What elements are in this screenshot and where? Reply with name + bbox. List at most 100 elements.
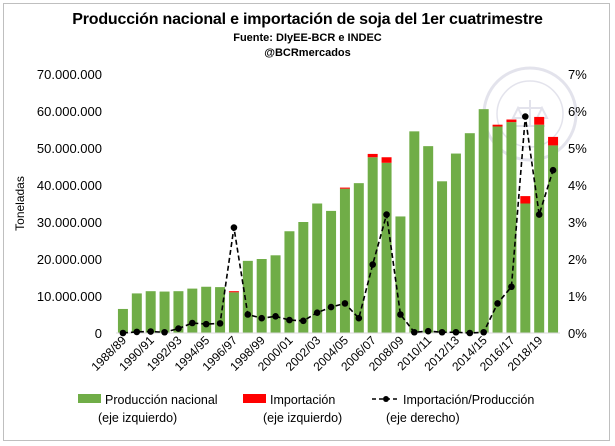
- y-left-tick-label: 30.000.000: [37, 215, 102, 230]
- import-bar: [339, 187, 350, 189]
- y-axis-title: Toneladas: [13, 176, 27, 231]
- y-right-tick-label: 1%: [568, 289, 587, 304]
- legend-production-label: Producción nacional: [105, 393, 218, 407]
- y-left-tick-label: 50.000.000: [37, 141, 102, 156]
- import-bar: [534, 116, 545, 125]
- production-bar: [478, 109, 489, 334]
- y-left-tick-label: 20.000.000: [37, 252, 102, 267]
- production-bar: [159, 291, 170, 333]
- import-bar: [492, 124, 503, 127]
- y-right-tick-label: 5%: [568, 141, 587, 156]
- production-bar: [506, 122, 517, 333]
- chart-title: Producción nacional e importación de soj…: [72, 11, 543, 28]
- y-right-tick-label: 4%: [568, 178, 587, 193]
- ratio-point: [535, 211, 543, 218]
- import-bar: [381, 157, 392, 163]
- ratio-point: [452, 328, 460, 336]
- ratio-point: [119, 329, 127, 337]
- y-right-tick-label: 2%: [568, 252, 587, 267]
- production-bar: [464, 133, 475, 333]
- production-bar: [187, 288, 198, 333]
- ratio-point: [466, 329, 474, 337]
- ratio-point: [494, 300, 501, 307]
- production-bar: [145, 291, 156, 333]
- ratio-point: [244, 311, 252, 318]
- production-bar: [423, 146, 434, 333]
- ratio-point: [522, 113, 529, 120]
- import-bar: [548, 136, 559, 146]
- production-bar: [173, 291, 184, 333]
- production-bar: [520, 203, 531, 333]
- y-right-tick-label: 6%: [568, 104, 587, 119]
- production-bar: [312, 203, 323, 333]
- production-bar: [353, 183, 364, 333]
- ratio-point: [286, 316, 293, 324]
- ratio-point: [341, 300, 349, 307]
- ratio-point: [369, 261, 376, 268]
- legend-import-label: Importación: [270, 393, 335, 407]
- production-bar: [298, 222, 309, 333]
- production-bar: [437, 181, 448, 333]
- production-bar: [228, 292, 239, 333]
- legend-production-label: (eje izquierdo): [98, 411, 177, 425]
- y-right-tick-label: 7%: [568, 67, 587, 82]
- ratio-point: [397, 311, 404, 318]
- import-bar: [520, 196, 531, 204]
- ratio-point: [313, 309, 321, 316]
- production-bar: [270, 255, 281, 333]
- production-bar: [450, 153, 461, 333]
- production-bar: [367, 157, 378, 333]
- ratio-point: [508, 283, 515, 291]
- production-bar: [395, 216, 406, 333]
- ratio-point: [230, 224, 238, 231]
- ratio-point: [216, 320, 224, 327]
- y-left-tick-label: 70.000.000: [37, 67, 102, 82]
- production-bar: [409, 131, 420, 333]
- ratio-point: [272, 313, 279, 320]
- production-bar: [326, 210, 337, 333]
- production-bar: [284, 231, 295, 333]
- production-bar: [256, 259, 267, 333]
- ratio-point: [480, 328, 487, 336]
- ratio-point: [300, 317, 307, 325]
- import-bar: [506, 119, 517, 123]
- production-bar: [242, 260, 253, 333]
- ratio-point: [411, 328, 418, 336]
- y-left-tick-label: 60.000.000: [37, 104, 102, 119]
- ratio-point: [161, 328, 168, 336]
- y-right-tick-label: 0%: [568, 326, 587, 341]
- import-bar: [367, 153, 378, 158]
- ratio-point: [258, 314, 265, 322]
- ratio-point: [147, 328, 154, 335]
- ratio-point: [189, 319, 196, 327]
- ratio-point: [549, 166, 557, 174]
- legend-ratio-label: (eje derecho): [386, 411, 460, 425]
- production-bar: [117, 308, 128, 333]
- legend-import-swatch: [243, 394, 266, 403]
- legend-import-label: (eje izquierdo): [263, 411, 342, 425]
- production-bar: [492, 126, 503, 333]
- ratio-point: [424, 327, 432, 335]
- ratio-point: [355, 314, 363, 322]
- legend-production-swatch: [78, 394, 101, 403]
- production-bar: [381, 162, 392, 333]
- ratio-point: [133, 328, 141, 336]
- y-right-tick-label: 3%: [568, 215, 587, 230]
- production-bar: [201, 286, 212, 333]
- ratio-point: [438, 328, 446, 336]
- legend-ratio-marker: [383, 396, 389, 402]
- chart-handle: @BCRmercados: [264, 47, 351, 59]
- ratio-point: [327, 303, 335, 311]
- ratio-point: [383, 211, 390, 218]
- legend-ratio-label: Importación/Producción: [403, 393, 534, 407]
- production-bar: [534, 124, 545, 333]
- production-bar: [215, 287, 226, 333]
- chart-source: Fuente: DIyEE-BCR e INDEC: [233, 32, 382, 44]
- import-bar: [228, 291, 239, 293]
- production-bar: [548, 145, 559, 333]
- ratio-point: [175, 325, 182, 332]
- production-bar: [131, 293, 142, 333]
- ratio-point: [202, 320, 210, 328]
- y-left-tick-label: 0: [95, 326, 102, 341]
